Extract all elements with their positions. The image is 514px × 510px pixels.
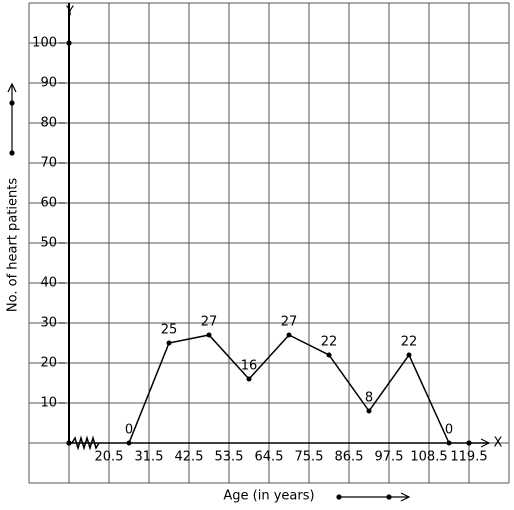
x-axis-name: X bbox=[494, 436, 503, 451]
y-tick-label: 80 bbox=[40, 116, 57, 131]
data-label: 27 bbox=[201, 315, 218, 330]
y-tick-label: 50 bbox=[40, 236, 57, 251]
series-line bbox=[128, 334, 450, 444]
data-label: 25 bbox=[161, 323, 178, 338]
data-label: 0 bbox=[445, 423, 453, 438]
point bbox=[286, 332, 292, 338]
x-tick-label: 108.5 bbox=[410, 450, 447, 465]
x-arrow bbox=[480, 438, 491, 448]
x-tick-label: 64.5 bbox=[255, 450, 284, 465]
point bbox=[366, 408, 372, 414]
y-tick-label: 20 bbox=[40, 356, 57, 371]
y-tick-label: 90 bbox=[40, 76, 57, 91]
y-tick-label: 100 bbox=[32, 36, 57, 51]
point bbox=[246, 376, 252, 382]
x-tick-label: 97.5 bbox=[375, 450, 404, 465]
data-label: 22 bbox=[321, 335, 338, 350]
x-tick-label: 86.5 bbox=[335, 450, 364, 465]
y-tick-label: 30 bbox=[40, 316, 57, 331]
x-tick-label: 53.5 bbox=[215, 450, 244, 465]
y-tick-label: 40 bbox=[40, 276, 57, 291]
x-tick-label: 75.5 bbox=[295, 450, 324, 465]
y-tick-label: 10 bbox=[40, 396, 57, 411]
point bbox=[206, 332, 212, 338]
point bbox=[446, 440, 452, 446]
x-tick-label: 20.5 bbox=[95, 450, 124, 465]
point bbox=[126, 440, 132, 446]
y-axis-name: Y bbox=[65, 5, 74, 20]
point bbox=[326, 352, 332, 358]
data-label: 0 bbox=[125, 423, 133, 438]
data-label: 8 bbox=[365, 391, 373, 406]
x-tick-label: 31.5 bbox=[135, 450, 164, 465]
x-tick-label: 42.5 bbox=[175, 450, 204, 465]
point bbox=[166, 340, 172, 346]
y-tick-label: 60 bbox=[40, 196, 57, 211]
decor-arrows bbox=[7, 40, 472, 502]
x-tick-label: 119.5 bbox=[450, 450, 487, 465]
y-axis-label: No. of heart patients bbox=[6, 178, 21, 312]
data-label: 22 bbox=[401, 335, 418, 350]
y-tick-label: 70 bbox=[40, 156, 57, 171]
x-axis-label: Age (in years) bbox=[223, 489, 314, 504]
point bbox=[406, 352, 412, 358]
data-label: 27 bbox=[281, 315, 298, 330]
data-label: 16 bbox=[241, 359, 258, 374]
